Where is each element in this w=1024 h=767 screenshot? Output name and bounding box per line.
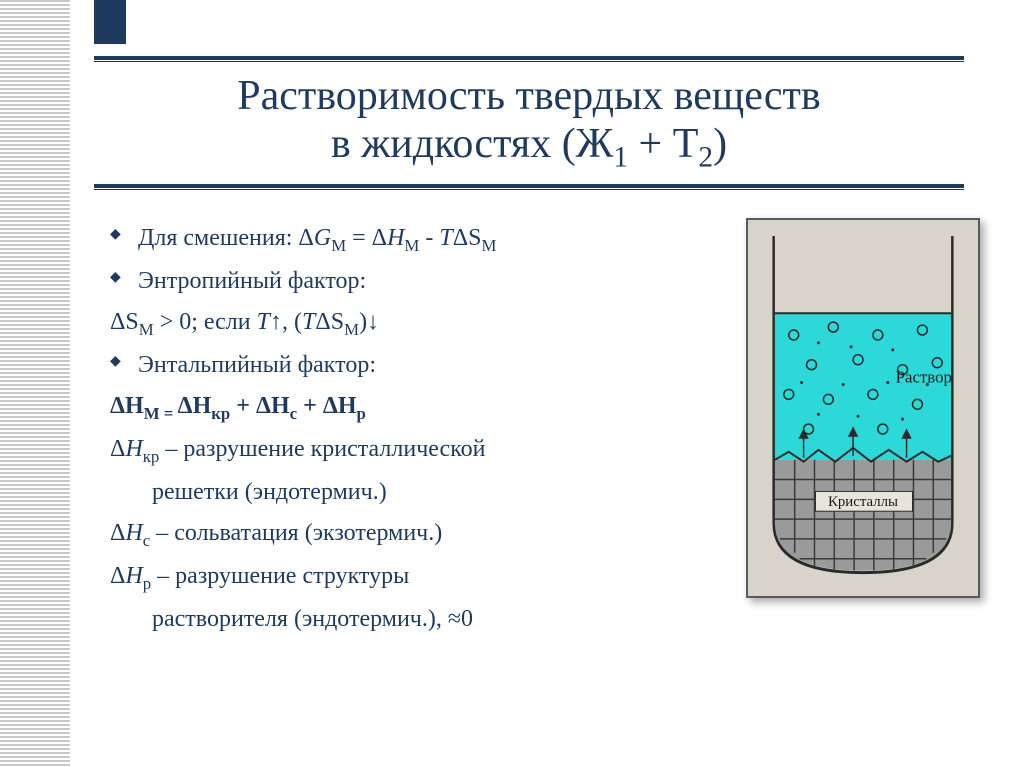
title-line1: Растворимость твердых веществ <box>237 73 821 119</box>
bullet-4: Энтальпийный фактор: <box>110 347 670 384</box>
line-5: ΔHM = ΔHкр + ΔHс + ΔHр <box>110 388 670 427</box>
content-area: Для смешения: ΔGM = ΔHM - TΔSM Энтропийн… <box>110 220 670 642</box>
slide-title: Растворимость твердых веществ в жидкостя… <box>94 62 964 184</box>
title-rule-bottom <box>94 184 964 190</box>
crystal-region <box>775 460 951 571</box>
title-sub2: 2 <box>698 142 713 174</box>
title-area: Растворимость твердых веществ в жидкостя… <box>94 56 964 190</box>
accent-block <box>94 0 126 44</box>
title-line2-mid: + Т <box>628 121 698 167</box>
line-7: ΔHс – сольватация (экзотермич.) <box>110 515 670 554</box>
title-line2-pre: в жидкостях (Ж <box>331 121 613 167</box>
title-line2-post: ) <box>713 121 727 167</box>
line-3: ΔSM > 0; если T↑, (TΔSM)↓ <box>110 304 670 343</box>
line-6b: решетки (эндотермич.) <box>110 474 670 511</box>
line-6: ΔΔHHкр – разрушение кристаллической <box>110 431 670 470</box>
label-solution: Раствор <box>896 368 952 387</box>
diagram-svg: Раствор Кристаллы <box>764 236 962 579</box>
dissolution-diagram: Раствор Кристаллы <box>746 218 980 598</box>
bullet-1: Для смешения: ΔGM = ΔHM - TΔSM <box>110 220 670 259</box>
label-crystals: Кристаллы <box>828 494 898 510</box>
empty-region <box>775 236 951 313</box>
line-8: ΔHр – разрушение структуры <box>110 558 670 597</box>
bullet-2: Энтропийный фактор: <box>110 263 670 300</box>
line-8b: растворителя (эндотермич.), ≈0 <box>110 601 670 638</box>
title-sub1: 1 <box>613 142 628 174</box>
left-stripe-decor <box>0 0 70 767</box>
